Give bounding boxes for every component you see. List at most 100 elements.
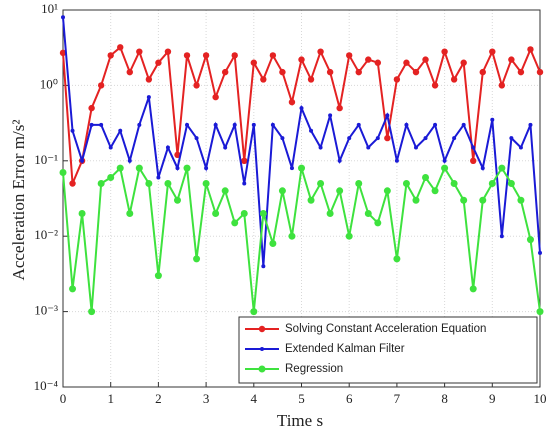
data-point bbox=[479, 68, 486, 76]
data-point bbox=[326, 210, 334, 218]
legend-label: Solving Constant Acceleration Equation bbox=[285, 323, 486, 335]
y-tick-label: 10⁻² bbox=[34, 227, 58, 242]
data-point bbox=[270, 122, 275, 127]
data-point bbox=[507, 179, 515, 187]
data-point bbox=[269, 52, 277, 59]
data-point bbox=[135, 164, 143, 172]
data-point bbox=[498, 82, 506, 89]
data-point bbox=[355, 179, 363, 187]
y-tick-label: 10⁰ bbox=[40, 76, 58, 91]
data-point bbox=[80, 158, 85, 163]
data-point bbox=[374, 59, 382, 66]
data-point bbox=[183, 164, 191, 172]
x-tick-label: 9 bbox=[489, 391, 496, 406]
data-point bbox=[517, 68, 525, 76]
data-point bbox=[118, 128, 123, 133]
data-point bbox=[393, 76, 401, 83]
data-point bbox=[59, 49, 67, 57]
data-point bbox=[385, 113, 390, 118]
data-point bbox=[69, 285, 77, 293]
data-point bbox=[336, 104, 343, 112]
data-point bbox=[365, 56, 372, 63]
data-point bbox=[289, 166, 294, 171]
x-tick-label: 5 bbox=[298, 391, 305, 406]
data-point bbox=[97, 179, 105, 187]
data-point bbox=[145, 179, 153, 187]
data-point bbox=[59, 168, 67, 176]
x-tick-label: 2 bbox=[155, 391, 162, 406]
legend-box bbox=[238, 316, 538, 384]
data-point bbox=[288, 232, 296, 240]
data-point bbox=[469, 285, 477, 293]
x-tick-label: 7 bbox=[394, 391, 401, 406]
data-point bbox=[452, 136, 457, 141]
data-point bbox=[375, 136, 380, 141]
data-point bbox=[346, 52, 353, 59]
data-point bbox=[279, 68, 286, 76]
data-point bbox=[317, 179, 325, 187]
data-point bbox=[480, 166, 485, 171]
data-point bbox=[490, 117, 495, 122]
data-point bbox=[97, 82, 105, 89]
data-point bbox=[299, 106, 304, 111]
data-point bbox=[146, 95, 151, 100]
data-point bbox=[528, 122, 533, 127]
data-point bbox=[441, 164, 449, 172]
data-point bbox=[165, 145, 170, 150]
x-tick-label: 3 bbox=[203, 391, 210, 406]
x-tick-label: 8 bbox=[441, 391, 448, 406]
data-point bbox=[78, 210, 86, 218]
y-tick-label: 10¹ bbox=[41, 1, 58, 16]
data-point bbox=[317, 48, 324, 55]
data-point bbox=[499, 234, 504, 239]
data-point bbox=[202, 179, 210, 187]
data-point bbox=[489, 48, 496, 55]
y-tick-label: 10⁻¹ bbox=[34, 152, 58, 167]
data-point bbox=[412, 196, 420, 204]
data-point bbox=[288, 98, 296, 106]
data-point bbox=[88, 308, 96, 316]
data-point bbox=[89, 122, 94, 127]
x-tick-label: 1 bbox=[107, 391, 114, 406]
data-point bbox=[383, 187, 391, 195]
data-point bbox=[328, 113, 333, 118]
data-point bbox=[509, 136, 514, 141]
data-point bbox=[231, 52, 238, 59]
legend-label: Extended Kalman Filter bbox=[285, 343, 405, 355]
data-point bbox=[107, 52, 114, 59]
data-point bbox=[194, 136, 199, 141]
data-point bbox=[526, 236, 534, 244]
data-point bbox=[145, 76, 153, 83]
data-point bbox=[431, 187, 439, 195]
data-point bbox=[393, 255, 401, 263]
data-point bbox=[269, 240, 277, 248]
data-point bbox=[307, 76, 315, 83]
data-point bbox=[470, 157, 477, 164]
data-point bbox=[404, 122, 409, 127]
data-point bbox=[423, 136, 428, 141]
data-point bbox=[518, 145, 523, 150]
data-point bbox=[309, 128, 314, 133]
data-point bbox=[126, 210, 134, 218]
data-point bbox=[155, 59, 162, 66]
data-point bbox=[441, 48, 448, 55]
data-point bbox=[241, 157, 248, 164]
data-point bbox=[384, 134, 391, 142]
data-point bbox=[231, 219, 239, 227]
data-point bbox=[356, 122, 361, 127]
data-point bbox=[137, 122, 142, 127]
data-point bbox=[213, 122, 218, 127]
data-point bbox=[298, 56, 305, 63]
data-point bbox=[61, 15, 65, 20]
data-point bbox=[164, 179, 172, 187]
data-point bbox=[107, 174, 115, 182]
data-point bbox=[175, 166, 180, 171]
data-point bbox=[442, 158, 447, 163]
data-point bbox=[156, 175, 161, 180]
data-point bbox=[508, 56, 515, 63]
data-point bbox=[70, 128, 75, 133]
data-point bbox=[412, 68, 420, 76]
data-point bbox=[251, 122, 256, 127]
data-point bbox=[527, 46, 534, 53]
data-point bbox=[232, 122, 237, 127]
